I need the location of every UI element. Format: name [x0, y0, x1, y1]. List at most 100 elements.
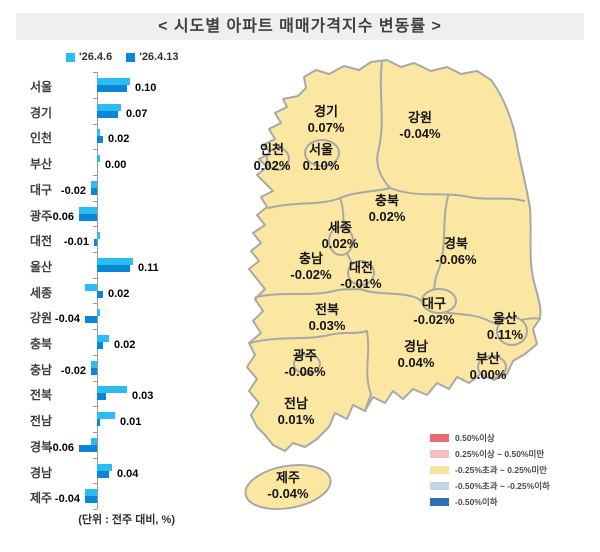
bar-curr-week	[97, 290, 103, 298]
bar-curr-week	[97, 419, 100, 427]
korea-map	[244, 59, 542, 510]
bar-curr-week	[97, 342, 103, 349]
axis-tick	[93, 174, 97, 176]
bar-prev-week	[91, 180, 97, 188]
bar-prev-week	[85, 489, 97, 497]
bar-axis	[97, 72, 98, 510]
category-label: 서울	[30, 80, 53, 94]
axis-tick	[93, 406, 97, 408]
bar-prev-week	[97, 103, 121, 111]
value-label: -0.04	[54, 493, 80, 506]
bar-prev-week	[91, 437, 97, 445]
bar-prev-week	[79, 206, 97, 214]
axis-tick	[93, 303, 97, 305]
legend-label-prev-week: '26.4.6	[79, 51, 113, 63]
unit-note: (단위 : 전주 대비, %)	[78, 514, 175, 526]
map-region-sejong	[328, 226, 354, 256]
axis-tick	[93, 200, 97, 202]
bar-curr-week	[79, 213, 97, 221]
category-label: 경북	[30, 439, 53, 454]
chart-legend: '26.4.6 '26.4.13	[66, 51, 179, 63]
map-legend-label: -0.50%이하	[455, 497, 498, 507]
value-label: 0.02	[114, 339, 136, 351]
axis-tick	[93, 252, 97, 254]
bar-prev-week	[97, 463, 112, 471]
axis-tick	[93, 72, 97, 74]
axis-tick	[93, 380, 97, 382]
bar-prev-week	[97, 155, 100, 163]
bar-curr-week	[85, 316, 97, 324]
bar-prev-week	[97, 78, 130, 85]
value-label: -0.01	[63, 236, 89, 249]
category-label: 울산	[30, 259, 53, 274]
axis-tick	[93, 97, 97, 99]
value-label: 0.02	[108, 133, 130, 146]
map-legend-item: -0.50%초과 ~ -0.25%이하	[430, 480, 550, 492]
value-label: 0.10	[135, 82, 157, 94]
bar-prev-week	[91, 360, 97, 368]
value-label: 0.11	[138, 261, 159, 274]
map-legend-swatch	[430, 482, 449, 490]
legend-label-curr-week: '26.4.13	[139, 51, 179, 63]
legend-swatch-prev-week	[66, 52, 75, 62]
axis-tick	[93, 354, 97, 356]
category-label: 충북	[30, 337, 53, 351]
axis-tick	[93, 431, 97, 433]
map-legend-item: -0.25%초과 ~ 0.25%미만	[430, 464, 547, 476]
map-region-ulsan	[496, 316, 528, 346]
map-legend-swatch	[430, 450, 449, 458]
bar-curr-week	[91, 367, 97, 375]
axis-tick	[93, 329, 97, 331]
value-label: 0.07	[126, 107, 148, 120]
value-label: 0.00	[105, 159, 127, 172]
map-legend-swatch	[430, 466, 449, 474]
axis-tick	[93, 226, 97, 228]
value-label: -0.04	[54, 313, 80, 326]
map-legend-item: 0.50%이상	[430, 432, 495, 444]
map-legend-label: -0.50%초과 ~ -0.25%이하	[455, 481, 550, 491]
category-label: 부산	[30, 157, 53, 172]
value-label: -0.06	[48, 210, 74, 223]
axis-tick	[93, 509, 97, 511]
map-region-daegu	[421, 288, 457, 314]
bar-curr-week	[85, 496, 97, 504]
value-label: 0.01	[120, 416, 142, 429]
value-label: -0.02	[60, 364, 86, 377]
bar-curr-week	[79, 444, 97, 452]
category-label: 충남	[30, 362, 53, 377]
category-label: 경남	[30, 465, 53, 480]
map-region-seoul	[304, 139, 340, 167]
axis-tick	[93, 483, 97, 485]
category-label: 전북	[30, 388, 53, 403]
bar-chart: 서울 0.10 경기 0.07 인천 0.02 부산 0.00 대구 -0.02 광주 -0.06 대전…	[0, 50, 210, 525]
map-legend-label: -0.25%초과 ~ 0.25%미만	[455, 465, 548, 475]
map-legend-swatch	[430, 498, 449, 506]
bar-prev-week	[97, 335, 109, 342]
axis-tick	[93, 457, 97, 459]
category-label: 제주	[30, 491, 53, 506]
category-label: 전남	[30, 414, 53, 429]
bar-curr-week	[94, 239, 97, 247]
bar-curr-week	[97, 264, 130, 272]
bar-curr-week	[97, 393, 106, 401]
bar-prev-week	[97, 129, 100, 137]
bar-prev-week	[85, 283, 97, 291]
bar-prev-week	[97, 257, 133, 265]
map-legend-label: 0.25%이상 ~ 0.50%미만	[455, 449, 545, 459]
legend-swatch-curr-week	[126, 52, 136, 62]
legend-item-curr-week: '26.4.13	[126, 51, 179, 63]
category-label: 대구	[30, 182, 53, 197]
page-title: < 시도별 아파트 매매가격지수 변동률 >	[16, 13, 584, 40]
map-legend-item: 0.25%이상 ~ 0.50%미만	[430, 448, 544, 460]
map-region-jeju	[244, 464, 332, 510]
category-label: 광주	[30, 208, 53, 223]
bar-curr-week	[97, 470, 109, 478]
value-label: -0.06	[48, 441, 74, 454]
axis-tick	[93, 123, 97, 125]
value-label: 0.02	[108, 287, 130, 300]
value-label: 0.04	[117, 467, 139, 480]
bar-curr-week	[97, 110, 118, 118]
bar-curr-week	[97, 85, 127, 92]
bar-curr-week	[97, 136, 103, 144]
